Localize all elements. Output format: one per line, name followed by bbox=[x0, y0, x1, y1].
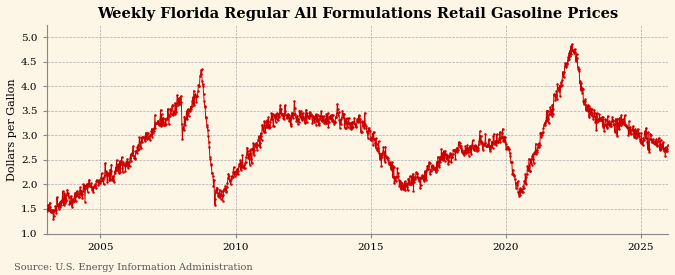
Text: Source: U.S. Energy Information Administration: Source: U.S. Energy Information Administ… bbox=[14, 263, 252, 272]
Title: Weekly Florida Regular All Formulations Retail Gasoline Prices: Weekly Florida Regular All Formulations … bbox=[97, 7, 618, 21]
Y-axis label: Dollars per Gallon: Dollars per Gallon bbox=[7, 78, 17, 180]
